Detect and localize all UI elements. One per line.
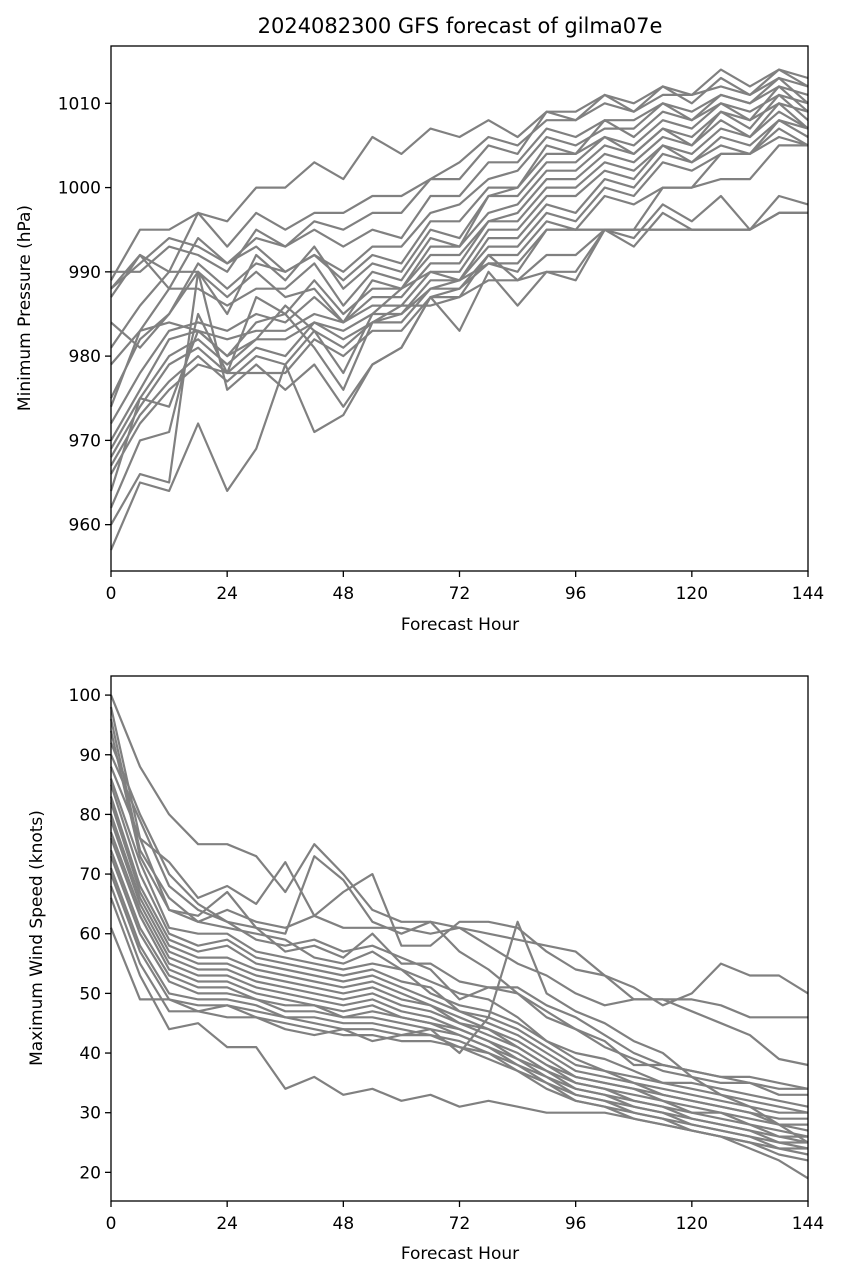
pressure-y-tick-label: 1010 [58, 94, 101, 114]
pressure-series-line-10 [109, 102, 809, 408]
pressure-y-tick-label: 1000 [58, 179, 101, 199]
pressure-x-tick-label: 48 [333, 584, 355, 604]
wind-series-line-22 [109, 920, 809, 1144]
wind-y-tick-label: 20 [79, 1163, 101, 1183]
pressure-x-tick-label: 96 [565, 584, 587, 604]
pressure-chart-title: 2024082300 GFS forecast of gilma07e [258, 14, 663, 38]
pressure-x-tick-label: 24 [216, 584, 238, 604]
wind-y-axis-label: Maximum Wind Speed (knots) [27, 810, 47, 1066]
wind-x-tick-label: 24 [216, 1214, 238, 1234]
pressure-series-line-9 [110, 93, 809, 399]
wind-series-line-13 [109, 820, 809, 1138]
wind-series-line-3 [109, 718, 809, 1067]
wind-plot-frame [110, 675, 809, 1202]
wind-series-line-16 [109, 849, 808, 1144]
pressure-x-tick-label: 72 [449, 584, 471, 604]
pressure-x-ticks: 0 24 48 72 96 120 144 [106, 571, 824, 604]
wind-x-tick-label: 144 [792, 1214, 824, 1234]
pressure-series-line-6 [110, 93, 809, 349]
wind-chart: 0 24 48 72 96 120 144 20 30 40 50 60 70 80 90 100 Fore… [27, 675, 824, 1264]
wind-y-tick-label: 100 [69, 686, 101, 706]
wind-series-line-2 [109, 706, 808, 1019]
wind-y-tick-label: 40 [79, 1044, 101, 1064]
wind-y-tick-label: 90 [79, 746, 101, 766]
pressure-y-tick-label: 980 [69, 347, 101, 367]
pressure-series-line-4 [111, 85, 809, 273]
pressure-series-group [109, 68, 809, 551]
wind-y-tick-label: 70 [79, 865, 101, 885]
pressure-series-line-7 [110, 85, 809, 349]
wind-y-tick-label: 50 [79, 984, 101, 1004]
pressure-x-tick-label: 144 [792, 584, 824, 604]
wind-x-tick-label: 96 [565, 1214, 587, 1234]
pressure-y-tick-label: 970 [69, 431, 101, 451]
wind-y-tick-label: 30 [79, 1104, 101, 1124]
wind-y-tick-label: 80 [79, 805, 101, 825]
wind-x-ticks: 0 24 48 72 96 120 144 [106, 1201, 824, 1234]
pressure-chart: 2024082300 GFS forecast of gilma07e 0 24 4… [15, 14, 824, 635]
pressure-series-line-2 [110, 76, 809, 281]
pressure-series-line-11 [110, 110, 809, 425]
pressure-y-ticks: 960 970 980 990 1000 1010 [58, 94, 111, 536]
wind-series-line-11 [109, 802, 808, 1126]
wind-x-tick-label: 72 [449, 1214, 471, 1234]
wind-series-line-8 [109, 778, 809, 1114]
wind-x-tick-label: 0 [106, 1214, 117, 1234]
pressure-y-axis-label: Minimum Pressure (hPa) [15, 205, 35, 411]
pressure-x-tick-label: 120 [676, 584, 708, 604]
wind-series-line-18 [109, 867, 808, 1150]
pressure-y-tick-label: 990 [69, 263, 101, 283]
wind-y-ticks: 20 30 40 50 60 70 80 90 100 [69, 686, 111, 1183]
pressure-series-line-17 [109, 194, 809, 492]
pressure-series-line-20 [109, 211, 808, 551]
wind-series-line-1 [109, 694, 809, 1007]
pressure-series-line-15 [110, 119, 809, 467]
pressure-y-tick-label: 960 [69, 516, 101, 536]
wind-series-group [109, 694, 809, 1180]
wind-x-axis-label: Forecast Hour [401, 1244, 519, 1264]
pressure-x-axis-label: Forecast Hour [401, 615, 519, 635]
pressure-plot-frame [110, 45, 809, 572]
wind-y-tick-label: 60 [79, 925, 101, 945]
wind-series-line-21 [109, 897, 809, 1180]
wind-x-tick-label: 120 [676, 1214, 708, 1234]
wind-x-tick-label: 48 [333, 1214, 355, 1234]
wind-series-line-7 [109, 766, 809, 1108]
pressure-x-tick-label: 0 [106, 584, 117, 604]
